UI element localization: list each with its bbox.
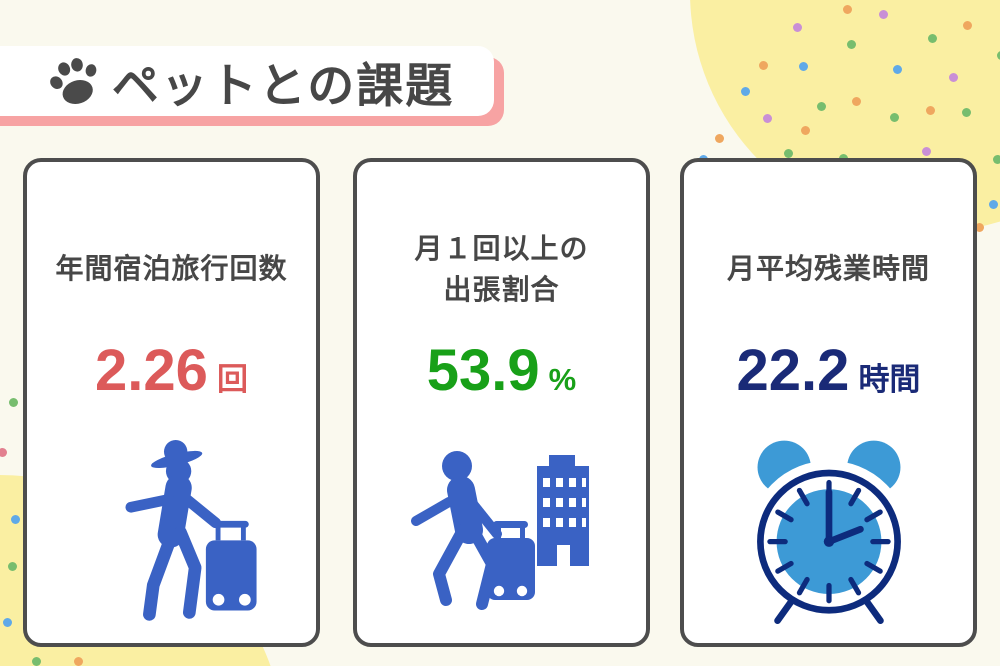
confetti-dot (715, 134, 724, 143)
confetti-dot (843, 5, 852, 14)
value-unit: % (548, 362, 577, 397)
confetti-dot (793, 23, 802, 32)
card-annual-trips-value: 2.26 回 (27, 337, 316, 417)
confetti-dot (32, 657, 41, 666)
card-overtime-hours: 月平均残業時間 22.2 時間 (680, 158, 977, 647)
confetti-dot (801, 126, 810, 135)
confetti-dot (9, 398, 18, 407)
confetti-dot (3, 618, 12, 627)
confetti-dot (852, 97, 861, 106)
card-overtime-hours-label: 月平均残業時間 (726, 253, 930, 285)
title-banner: ペットとの課題 (0, 46, 494, 116)
confetti-dot (922, 147, 931, 156)
value-number: 22.2 (736, 338, 850, 403)
confetti-dot (890, 113, 899, 122)
value-number: 53.9 (426, 338, 540, 403)
card-business-trips-value: 53.9 % (357, 337, 646, 417)
card-overtime-hours-value: 22.2 時間 (684, 337, 973, 417)
confetti-dot (8, 562, 17, 571)
card-annual-trips: 年間宿泊旅行回数 2.26 回 (23, 158, 320, 647)
confetti-dot (74, 657, 83, 666)
confetti-dot (926, 106, 935, 115)
confetti-dot (879, 10, 888, 19)
confetti-dot (759, 61, 768, 70)
value-unit: 時間 (858, 362, 921, 397)
confetti-dot (0, 448, 7, 457)
alarm-clock-icon (747, 440, 910, 625)
confetti-dot (784, 149, 793, 158)
confetti-dot (817, 102, 826, 111)
confetti-dot (11, 515, 20, 524)
confetti-dot (847, 40, 856, 49)
traveler-with-suitcase-icon (125, 439, 257, 621)
confetti-dot (963, 21, 972, 30)
value-number: 2.26 (95, 338, 208, 403)
confetti-dot (962, 108, 971, 117)
confetti-dot (928, 34, 937, 43)
page-title: ペットとの課題 (111, 58, 455, 112)
card-annual-trips-label: 年間宿泊旅行回数 (55, 253, 288, 285)
confetti-dot (993, 155, 1000, 164)
confetti-dot (799, 62, 808, 71)
confetti-dot (997, 51, 1000, 60)
confetti-dot (989, 200, 998, 209)
confetti-dot (975, 223, 984, 232)
confetti-dot (741, 87, 750, 96)
confetti-dot (763, 114, 772, 123)
value-unit: 回 (216, 362, 248, 397)
confetti-dot (893, 65, 902, 74)
confetti-dot (949, 73, 958, 82)
card-business-trips: 月１回以上の 出張割合 53.9 % (353, 158, 650, 647)
paw-icon (49, 58, 97, 104)
card-business-trips-label: 月１回以上の 出張割合 (414, 232, 589, 305)
business-traveler-building-icon (411, 451, 589, 610)
